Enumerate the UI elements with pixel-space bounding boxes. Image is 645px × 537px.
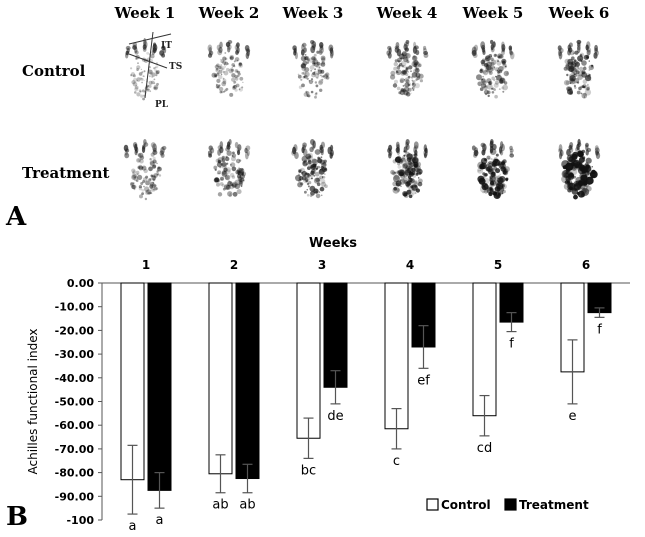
y-tick-label: -30.00 <box>55 348 95 361</box>
afi-bar-chart: Weeks 0.00 -10.00 -20.00 -30.00 -40.00 -50.00 -… <box>26 236 630 534</box>
measure-label-ts: TS <box>169 62 182 72</box>
bar-control-week-2 <box>208 282 233 475</box>
category-label: 4 <box>406 258 414 272</box>
y-tick-label: -100 <box>66 514 94 527</box>
bar-control-week-4 <box>384 282 409 430</box>
category-label: 3 <box>318 258 326 272</box>
y-tick-label: -70.00 <box>55 443 95 456</box>
y-tick-label: -50.00 <box>55 396 95 409</box>
footprint-control-week-6 <box>557 39 600 99</box>
row-label-control: Control <box>22 62 86 80</box>
week-3-header: Week 3 <box>282 4 344 22</box>
legend-swatch-treatment <box>504 498 517 511</box>
y-tick-label: -10.00 <box>55 301 95 314</box>
significance-letter: f <box>509 337 514 352</box>
bar-treatment-week-2 <box>235 282 260 480</box>
bar-control-week-3 <box>296 282 321 439</box>
legend-label-control: Control <box>441 498 491 512</box>
footprint-treatment-week-2 <box>207 139 251 198</box>
y-tick-label: -80.00 <box>55 467 95 480</box>
significance-letter: a <box>156 513 164 528</box>
significance-letter: e <box>569 409 577 424</box>
footprint-control-week-2 <box>207 39 251 97</box>
measure-line-it <box>128 33 172 45</box>
significance-letter: f <box>597 322 602 337</box>
significance-letter: a <box>129 519 137 534</box>
footprint-treatment-week-4 <box>387 138 428 199</box>
y-tick-label: -60.00 <box>55 419 95 432</box>
footprint-control-week-4 <box>386 39 429 97</box>
y-tick-label: -90.00 <box>55 490 95 503</box>
week-6-header: Week 6 <box>548 4 610 22</box>
category-label: 1 <box>142 258 150 272</box>
significance-letter: de <box>327 409 343 424</box>
footprint-treatment-week-6 <box>558 138 601 200</box>
significance-letter: ef <box>417 373 430 388</box>
footprint-treatment-week-3 <box>291 138 334 199</box>
footprint-control-week-5 <box>471 39 515 99</box>
significance-letter: bc <box>301 463 316 478</box>
week-2-header: Week 2 <box>198 4 260 22</box>
panel-a-letter: A <box>6 202 27 232</box>
legend-swatch-control <box>426 498 439 511</box>
significance-letter: ab <box>239 498 255 513</box>
bar-treatment-week-1 <box>147 282 172 491</box>
footprint-treatment-week-1 <box>123 139 167 201</box>
y-tick-label: -40.00 <box>55 372 95 385</box>
week-1-header: Week 1 <box>114 4 176 22</box>
category-label: 2 <box>230 258 238 272</box>
significance-letter: c <box>393 454 400 469</box>
week-4-header: Week 4 <box>376 4 438 22</box>
category-label: 5 <box>494 258 502 272</box>
y-tick-label: 0.00 <box>67 277 94 290</box>
measure-label-pl: PL <box>155 100 169 110</box>
category-label: 6 <box>582 258 590 272</box>
measure-label-it: IT <box>161 41 172 51</box>
y-axis-label: Achilles functional index <box>26 328 40 474</box>
footprint-control-week-3 <box>292 39 335 99</box>
significance-letter: ab <box>212 498 228 513</box>
week-5-header: Week 5 <box>462 4 524 22</box>
legend-label-treatment: Treatment <box>519 498 589 512</box>
panel-b-letter: B <box>6 502 28 532</box>
significance-letter: cd <box>477 441 492 456</box>
row-label-treatment: Treatment <box>22 164 110 182</box>
footprint-treatment-week-5 <box>471 138 515 199</box>
chart-title: Weeks <box>309 236 357 251</box>
y-tick-label: -20.00 <box>55 324 95 337</box>
measure-line-ts <box>128 53 168 69</box>
footprint-panel: IT TS PL <box>123 31 601 201</box>
measure-line-pl <box>144 31 154 99</box>
